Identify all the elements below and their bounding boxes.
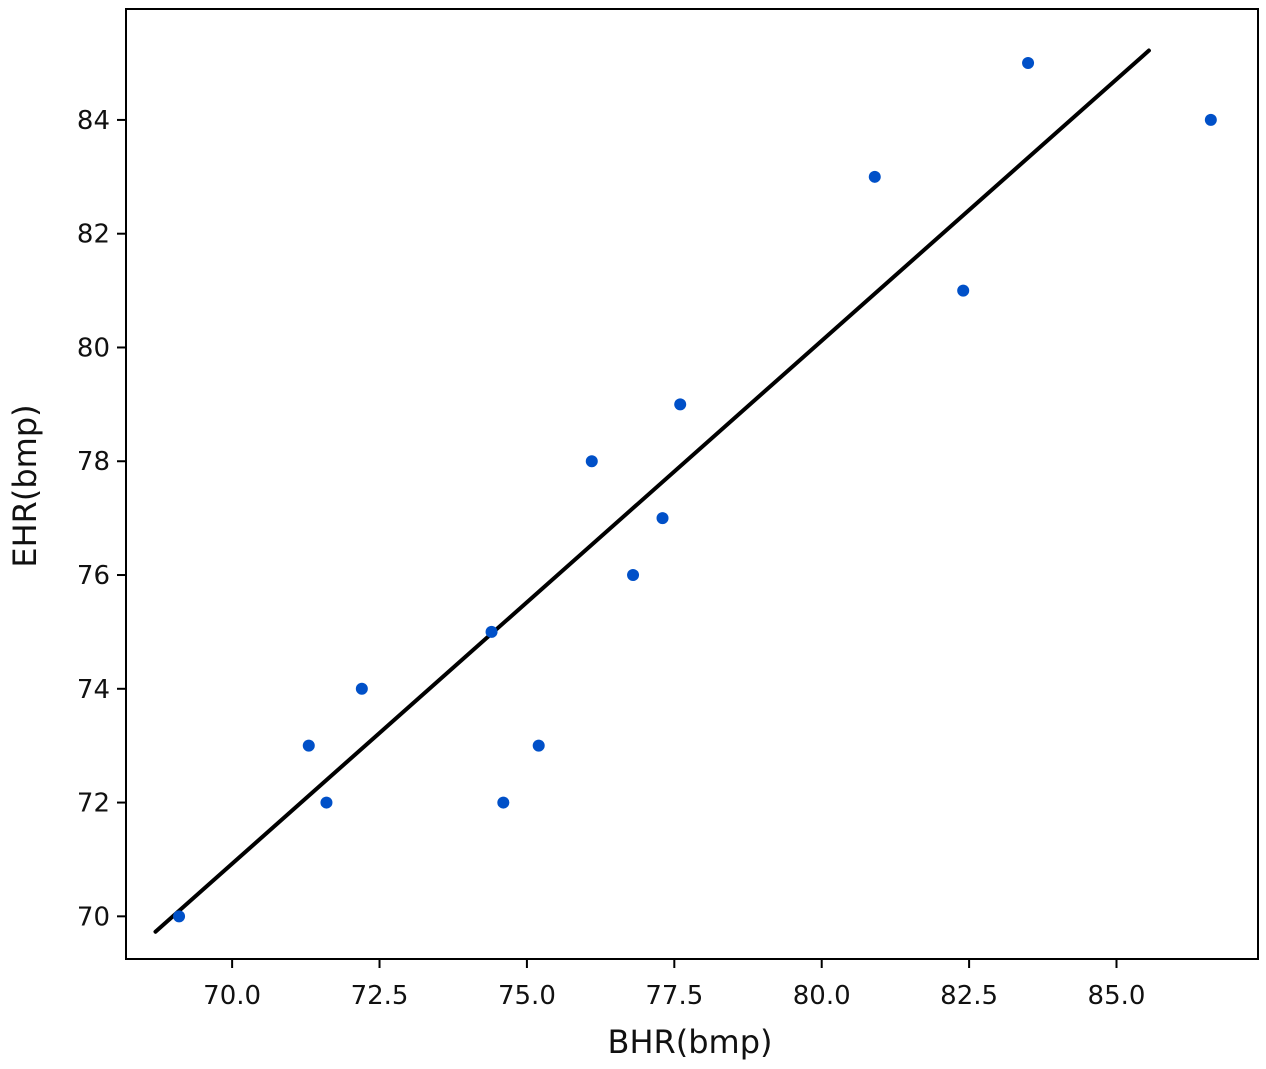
data-point [957,284,970,297]
y-tick-label: 76 [77,561,110,591]
data-point [656,512,669,525]
data-point [302,739,315,752]
data-point [173,910,186,923]
x-axis-label: BHR(bmp) [607,1023,772,1061]
y-axis-ticks: 70 72 74 76 78 80 82 84 [77,106,126,932]
data-point [1204,113,1217,126]
x-tick-label: 70.0 [203,981,261,1011]
data-point [1022,57,1035,70]
data-point [868,170,881,183]
data-point [485,625,498,638]
y-tick-label: 74 [77,675,110,705]
data-point [320,796,333,809]
x-tick-label: 77.5 [645,981,703,1011]
y-axis-label: EHR(bmp) [6,404,44,567]
data-point [355,682,368,695]
y-tick-label: 82 [77,220,110,250]
regression-line [153,48,1151,934]
data-point [627,569,640,582]
x-tick-label: 82.5 [940,981,998,1011]
data-point [674,398,687,411]
data-points [173,57,1217,923]
y-tick-label: 78 [77,447,110,477]
data-point [532,739,545,752]
data-point [497,796,510,809]
x-tick-label: 85.0 [1088,981,1146,1011]
x-tick-label: 72.5 [351,981,409,1011]
y-tick-label: 70 [77,902,110,932]
x-tick-label: 75.0 [498,981,556,1011]
y-tick-label: 72 [77,789,110,819]
x-tick-label: 80.0 [793,981,851,1011]
y-tick-label: 80 [77,333,110,363]
data-point [585,455,598,468]
x-axis-ticks: 70.0 72.5 75.0 77.5 80.0 82.5 85.0 [203,959,1145,1011]
plot-frame [125,8,1259,960]
y-tick-label: 84 [77,106,110,136]
